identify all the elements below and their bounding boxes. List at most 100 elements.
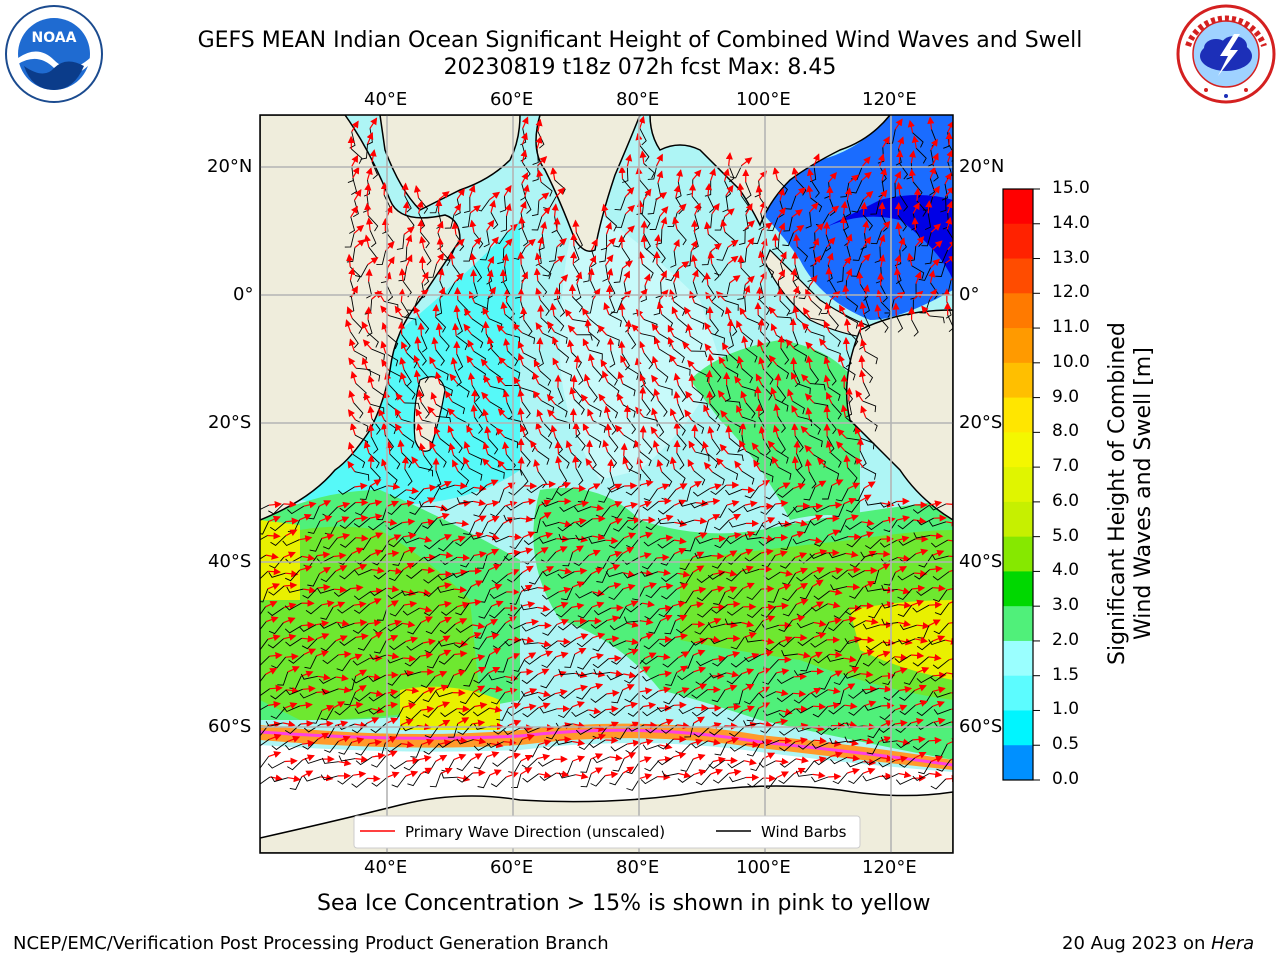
wave-direction-arrow	[580, 393, 590, 405]
wave-direction-arrow	[894, 118, 903, 130]
wind-barb	[695, 451, 710, 462]
wave-direction-arrow	[650, 426, 659, 438]
wave-direction-arrow	[768, 354, 778, 366]
wind-barb	[916, 200, 927, 217]
wave-direction-arrow	[754, 385, 762, 400]
wind-barb	[497, 248, 505, 265]
wave-direction-arrow	[859, 301, 867, 315]
wave-direction-arrow	[894, 202, 902, 216]
top-tick-40e: 40°E	[364, 89, 408, 110]
legend-barb-label: Wind Barbs	[761, 823, 847, 841]
wave-direction-arrow	[363, 234, 371, 248]
wind-barb	[825, 234, 832, 252]
wind-barb	[418, 282, 426, 300]
wave-direction-arrow	[553, 255, 565, 264]
wave-direction-arrow	[806, 184, 814, 198]
chart-subtitle: 20230819 t18z 072h fcst Max: 8.45	[443, 55, 837, 80]
wind-barb	[483, 230, 490, 248]
wave-direction-arrow	[721, 342, 730, 354]
wind-barb	[785, 195, 797, 210]
wave-direction-arrow	[795, 187, 806, 197]
colorbar-label-line1: Significant Height of Combined	[1105, 322, 1130, 665]
colorbar-tick-label: 12.0	[1052, 282, 1090, 303]
wind-barb	[520, 450, 531, 467]
wind-barb	[729, 165, 743, 179]
wave-direction-arrow	[504, 203, 512, 217]
wave-direction-arrow	[348, 357, 357, 369]
left-tick-20s: 20°S	[208, 412, 252, 433]
wave-direction-arrow	[760, 502, 774, 510]
wave-direction-arrow	[363, 440, 371, 454]
wave-direction-arrow	[570, 374, 578, 388]
wave-direction-arrow	[908, 150, 916, 164]
wind-barb	[369, 230, 377, 248]
wave-direction-arrow	[668, 288, 676, 302]
wave-direction-arrow	[911, 135, 919, 149]
wave-direction-arrow	[836, 428, 847, 439]
wave-direction-arrow	[793, 233, 801, 247]
wave-direction-arrow	[877, 550, 891, 558]
wind-barb	[455, 335, 468, 351]
wave-direction-arrow	[861, 253, 871, 264]
wave-direction-arrow	[550, 166, 558, 181]
wind-barb	[573, 399, 585, 415]
wind-barb	[762, 263, 775, 278]
wave-direction-arrow	[353, 188, 362, 201]
wave-direction-arrow	[625, 153, 633, 167]
wave-direction-arrow	[546, 393, 556, 405]
wave-direction-arrow	[928, 736, 942, 745]
wind-barb	[588, 386, 598, 403]
wave-direction-arrow	[507, 223, 518, 233]
wind-barb	[456, 353, 464, 371]
wave-direction-arrow	[711, 203, 720, 215]
wave-direction-arrow	[639, 150, 647, 164]
wave-direction-arrow	[284, 757, 298, 765]
wind-barb	[831, 403, 842, 420]
wind-barb	[827, 417, 837, 435]
wind-barb	[352, 200, 359, 218]
wave-direction-arrow	[518, 216, 526, 230]
wave-direction-arrow	[573, 355, 581, 369]
wave-direction-arrow	[405, 254, 413, 267]
wave-zone-deep-blue-ne	[820, 195, 953, 280]
colorbar-segment	[1003, 189, 1033, 225]
wave-direction-arrow	[489, 191, 501, 201]
wave-direction-arrow	[542, 480, 557, 488]
wind-barb	[531, 216, 543, 231]
wave-direction-arrow	[380, 340, 388, 354]
wave-direction-arrow	[804, 393, 815, 404]
wind-barb	[777, 437, 786, 455]
wave-direction-arrow	[691, 269, 699, 282]
wind-barb	[792, 400, 805, 415]
wave-direction-arrow	[932, 240, 943, 250]
wave-direction-arrow	[610, 604, 624, 612]
wave-direction-arrow	[377, 290, 385, 302]
wave-direction-arrow	[930, 258, 941, 269]
wave-direction-arrow	[770, 386, 778, 400]
wave-direction-arrow	[928, 601, 943, 609]
wave-direction-arrow	[673, 701, 687, 709]
wind-barb	[553, 315, 565, 332]
wind-barb	[344, 233, 355, 248]
wave-direction-arrow	[656, 170, 664, 184]
wind-barb	[708, 415, 721, 431]
wind-barb	[796, 383, 811, 395]
wave-direction-arrow	[463, 323, 472, 335]
wave-direction-arrow	[643, 273, 651, 286]
wave-direction-arrow	[638, 115, 646, 129]
wave-direction-arrow	[417, 322, 425, 336]
wave-direction-arrow	[591, 238, 598, 251]
wave-direction-arrow	[685, 390, 694, 402]
wave-direction-arrow	[691, 424, 699, 438]
wind-barb	[523, 319, 533, 337]
wind-barb	[639, 451, 652, 467]
wave-direction-arrow	[724, 306, 732, 320]
wind-barb	[658, 400, 668, 417]
map-area	[260, 115, 953, 853]
wave-direction-arrow	[809, 202, 819, 213]
wave-direction-arrow	[486, 336, 494, 350]
wave-direction-arrow	[535, 322, 544, 334]
wind-barb	[488, 438, 499, 455]
wave-direction-arrow	[605, 221, 612, 235]
top-tick-120e: 120°E	[862, 89, 917, 110]
